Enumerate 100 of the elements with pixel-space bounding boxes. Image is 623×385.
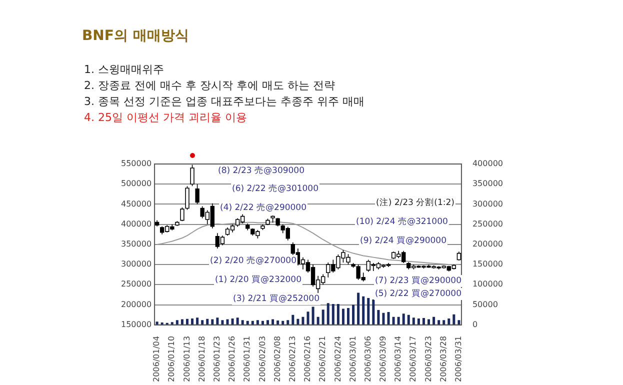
bar — [397, 316, 400, 325]
bar — [191, 318, 194, 325]
bar — [387, 312, 390, 325]
bar — [452, 314, 456, 325]
y2-tick-label: 300000 — [472, 199, 504, 208]
bar — [458, 320, 460, 325]
y2-tick-label: 50000 — [472, 300, 498, 309]
annotation: (1) 2/20 買@232000 — [215, 275, 302, 286]
x-tick-label: 2006/02/16 — [303, 336, 312, 382]
x-tick-label: 2006/02/24 — [333, 336, 342, 382]
chart-subtitle: 1. 스윙매매위주 2. 장종료 전에 매수 후 장시작 후에 매도 하는 전략 3. 종목 선정 기준은 업종 대표주보다는 추종주 위주 매매 4. 25일 이평선 가격 괴리율 이용 — [84, 62, 364, 126]
x-tick-label: 2006/01/31 — [242, 336, 252, 382]
bar — [256, 320, 259, 325]
bar — [412, 318, 415, 325]
annotation: (9) 2/24 買@290000 — [360, 236, 446, 246]
x-tick-label: 2006/03/06 — [363, 336, 372, 382]
bar — [196, 318, 199, 325]
bar — [326, 303, 330, 325]
y-tick-label: 550000 — [120, 159, 152, 168]
annotation: (10) 2/24 売@321000 — [356, 216, 448, 228]
bar — [186, 318, 188, 325]
bar — [322, 310, 324, 325]
bar — [377, 310, 380, 325]
x-tick-label: 2006/02/21 — [318, 336, 328, 382]
bar — [342, 308, 344, 325]
x-tick-label: 2006/01/13 — [182, 336, 192, 382]
y-tick-label: 400000 — [120, 219, 152, 228]
annotation: (6) 2/22 売@301000 — [232, 183, 318, 194]
bar — [422, 318, 425, 325]
x-tick-label: 2006/01/26 — [228, 336, 237, 382]
y-tick-label: 150000 — [120, 320, 152, 329]
x-tick-label: 2006/02/03 — [258, 336, 267, 382]
x-tick-label: 2006/03/14 — [394, 336, 403, 382]
bar — [357, 292, 360, 325]
bar — [302, 316, 304, 325]
bar — [316, 316, 320, 325]
y2-tick-label: 250000 — [472, 219, 504, 228]
bar — [417, 318, 420, 325]
annotation: (2) 2/20 売@270000 — [210, 255, 296, 266]
y2-tick-label: 200000 — [472, 240, 504, 249]
annotation: (3) 2/21 買@252000 — [233, 294, 320, 304]
y2-tick-label: 400000 — [472, 159, 504, 168]
bar — [402, 314, 405, 325]
y-tick-label: 350000 — [120, 240, 152, 249]
bar — [448, 318, 450, 325]
y-tick-label: 500000 — [120, 179, 152, 188]
x-tick-label: 2006/03/28 — [438, 336, 448, 382]
x-tick-label: 2006/01/18 — [197, 336, 206, 382]
bar — [241, 320, 244, 325]
bar — [407, 314, 410, 325]
chart-title: BNF의 매매방식 — [82, 27, 189, 45]
annotation: (4) 2/22 売@290000 — [220, 202, 306, 214]
bar — [306, 312, 310, 325]
bar — [236, 318, 239, 325]
bar — [438, 320, 440, 325]
y2-tick-label: 100000 — [472, 280, 504, 289]
bar — [266, 320, 270, 325]
bar — [176, 320, 178, 325]
x-tick-label: 2006/03/17 — [408, 336, 418, 382]
x-tick-label: 2006/01/10 — [167, 336, 176, 382]
bar — [332, 304, 334, 325]
bar — [392, 316, 395, 325]
bar — [156, 322, 158, 325]
bar — [372, 300, 375, 325]
x-tick-label: 2006/03/23 — [424, 336, 433, 382]
x-tick-label: 2006/03/01 — [348, 336, 358, 382]
x-tick-label: 2006/01/23 — [212, 336, 222, 382]
bar — [336, 304, 340, 325]
bar — [352, 304, 355, 325]
bar — [292, 314, 294, 325]
bar — [382, 312, 385, 325]
annotation: (8) 2/23 売@309000 — [218, 165, 304, 176]
bar — [286, 320, 290, 325]
bar — [367, 298, 370, 325]
y2-tick-label: 0 — [472, 320, 478, 329]
x-tick-label: 2006/03/31 — [454, 336, 464, 382]
bar — [206, 318, 209, 325]
x-tick-label: 2006/02/13 — [288, 336, 297, 382]
y-tick-label: 450000 — [120, 199, 152, 208]
bar — [216, 318, 219, 325]
annotation: (7) 2/23 買@290000 — [375, 276, 462, 286]
bar — [231, 318, 234, 325]
bar — [362, 296, 365, 325]
bar — [221, 320, 224, 325]
bar — [226, 319, 229, 325]
y2-tick-label: 350000 — [472, 179, 504, 188]
bar — [346, 308, 350, 325]
bar — [432, 316, 436, 325]
x-tick-label: 2006/01/04 — [152, 336, 162, 382]
x-tick-label: 2006/03/09 — [378, 336, 388, 382]
y-tick-label: 300000 — [120, 260, 152, 269]
bar — [296, 318, 300, 325]
annotation: (5) 2/22 買@270000 — [375, 289, 462, 300]
annotation: (注) 2/23 分割(1:2) — [376, 197, 454, 208]
bar — [312, 306, 314, 325]
y2-tick-label: 150000 — [472, 260, 504, 269]
y-tick-label: 250000 — [120, 280, 152, 289]
x-tick-label: 2006/02/08 — [272, 336, 282, 382]
bar — [442, 320, 446, 325]
bar — [201, 320, 204, 325]
